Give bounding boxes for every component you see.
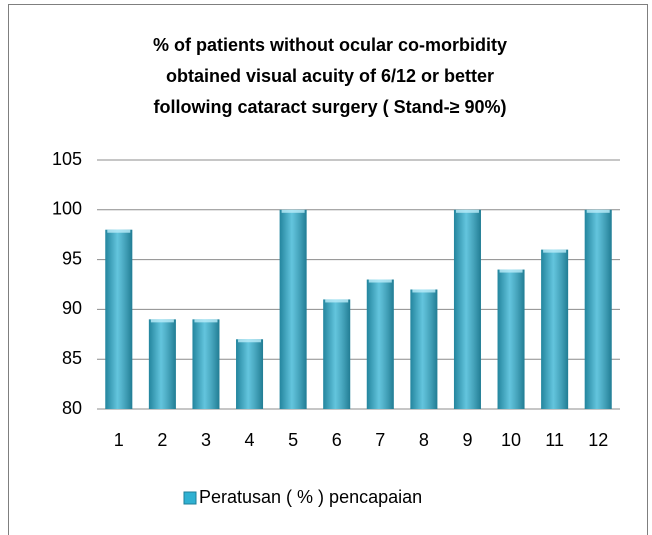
bar-part [366, 279, 394, 409]
legend-swatch [183, 491, 197, 505]
bar-part [410, 289, 438, 409]
bar [410, 289, 438, 409]
bar [192, 319, 220, 409]
bar [105, 229, 133, 409]
x-tick-label: 3 [201, 430, 211, 450]
x-tick-label: 7 [375, 430, 385, 450]
x-tick-label: 12 [588, 430, 608, 450]
bar-part [499, 269, 523, 273]
chart-title: % of patients without ocular co-morbidit… [153, 35, 507, 55]
bar [541, 249, 569, 409]
bar [366, 279, 394, 409]
chart-title: following cataract surgery ( Stand-≥ 90%… [154, 97, 507, 117]
bar-part [412, 289, 436, 293]
legend-label: Peratusan ( % ) pencapaian [199, 487, 422, 507]
y-tick-label: 105 [52, 149, 82, 169]
x-tick-label: 4 [245, 430, 255, 450]
bar [148, 319, 176, 409]
bar-part [453, 209, 481, 409]
bar-part [105, 229, 133, 409]
bar-part [194, 319, 218, 323]
bar [279, 209, 307, 409]
x-tick-label: 8 [419, 430, 429, 450]
bar-part [150, 319, 174, 323]
y-tick-label: 100 [52, 199, 82, 219]
bar-part [584, 209, 612, 409]
bar-part [543, 249, 567, 253]
bar [453, 209, 481, 409]
bar-part [107, 229, 131, 233]
bar-part [236, 339, 264, 409]
bar-part [281, 209, 305, 213]
y-tick-label: 90 [62, 298, 82, 318]
y-tick-label: 95 [62, 248, 82, 268]
x-tick-label: 6 [332, 430, 342, 450]
x-tick-label: 2 [157, 430, 167, 450]
bar-part [323, 299, 351, 409]
bar-part [497, 269, 525, 409]
bar [236, 339, 264, 409]
bar [323, 299, 351, 409]
bar-part [279, 209, 307, 409]
bar [584, 209, 612, 409]
bar-part [238, 339, 262, 343]
y-tick-label: 80 [62, 398, 82, 418]
x-tick-label: 5 [288, 430, 298, 450]
bar [497, 269, 525, 409]
bar-part [368, 279, 392, 283]
x-tick-label: 10 [501, 430, 521, 450]
bar-part [148, 319, 176, 409]
x-tick-label: 1 [114, 430, 124, 450]
bar-part [192, 319, 220, 409]
bar-part [541, 249, 569, 409]
bar-part [455, 209, 479, 213]
chart-title: obtained visual acuity of 6/12 or better [166, 66, 494, 86]
bar-part [586, 209, 610, 213]
y-tick-label: 85 [62, 348, 82, 368]
x-tick-label: 11 [545, 430, 564, 450]
x-tick-label: 9 [462, 430, 472, 450]
bar-part [325, 299, 349, 303]
